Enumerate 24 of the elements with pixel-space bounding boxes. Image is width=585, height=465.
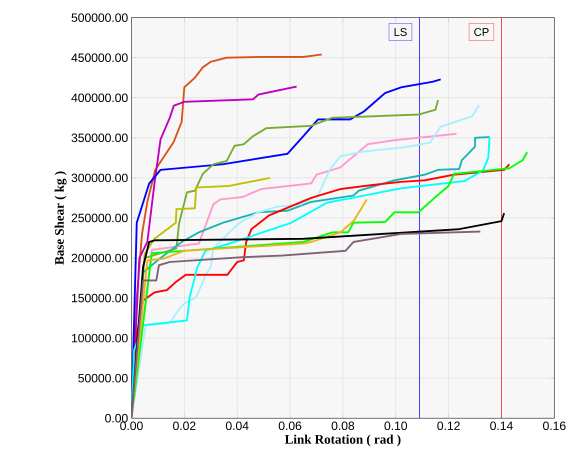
x-tick-label: 0.16 — [543, 422, 566, 430]
y-tick-label: 50000.00 — [78, 374, 128, 383]
y-tick-label: 350000.00 — [72, 134, 128, 142]
y-tick-label: 150000.00 — [72, 294, 128, 302]
x-tick-label: 0.02 — [173, 422, 196, 430]
x-tick-label: 0.08 — [332, 422, 354, 430]
ref-line-label: CP — [474, 28, 489, 36]
y-tick-label: 250000.00 — [72, 214, 128, 222]
y-tick-label: 300000.00 — [72, 174, 128, 182]
x-tick-label: 0.00 — [120, 422, 143, 430]
y-tick-label: 500000.00 — [72, 14, 128, 22]
x-tick-label: 0.10 — [384, 422, 408, 430]
y-tick-label: 450000.00 — [71, 54, 128, 62]
x-tick-label: 0.06 — [278, 422, 302, 430]
x-tick-label: 0.14 — [490, 422, 513, 430]
ref-line-label: LS — [394, 28, 407, 36]
x-axis-title: Link Rotation ( rad ) — [284, 434, 401, 447]
x-tick-label: 0.12 — [437, 422, 460, 430]
x-tick-label: 0.04 — [226, 422, 249, 430]
y-axis-title: Base Shear ( kg ) — [54, 172, 67, 265]
y-tick-label: 400000.00 — [71, 94, 128, 102]
y-tick-label: 100000.00 — [72, 334, 128, 343]
y-tick-label: 0.00 — [105, 414, 128, 423]
y-tick-label: 200000.00 — [72, 254, 128, 262]
